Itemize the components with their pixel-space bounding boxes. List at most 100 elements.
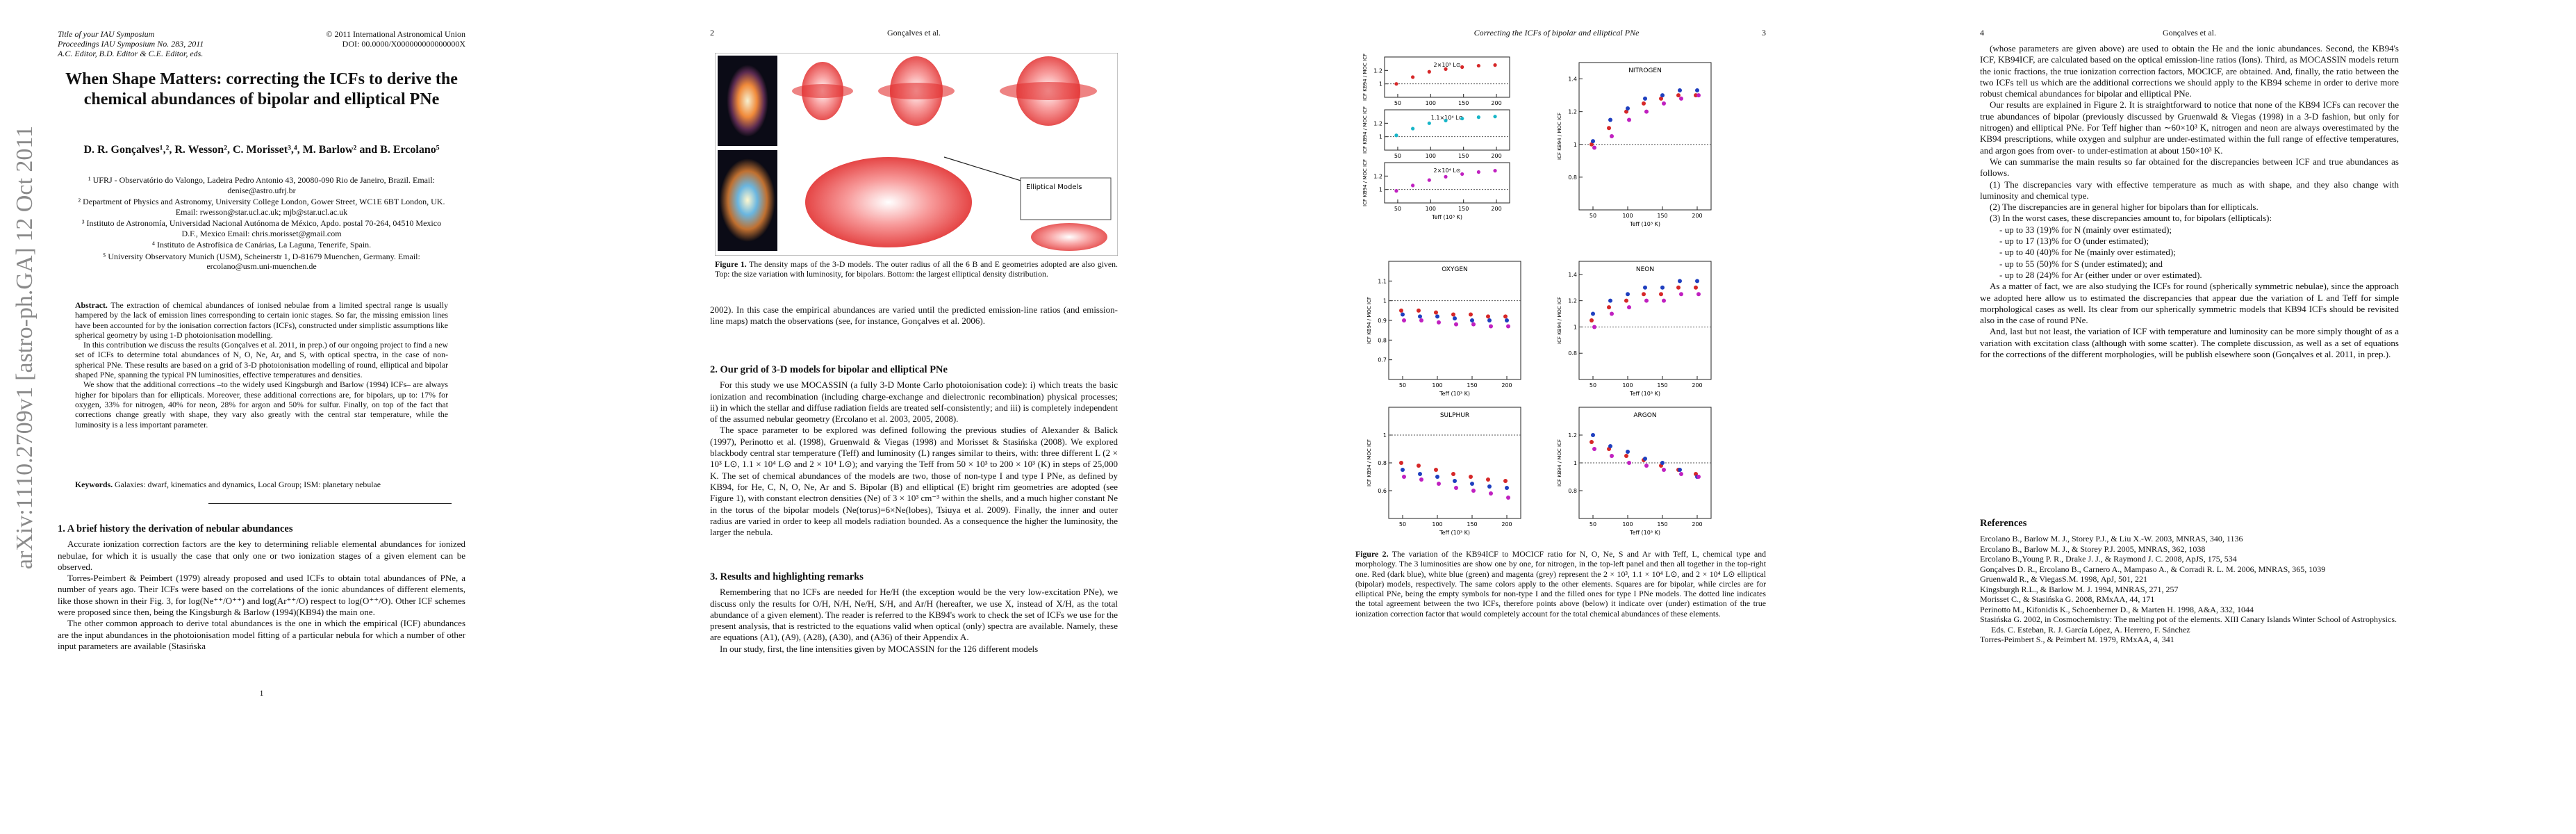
keywords-label: Keywords. <box>75 480 113 489</box>
data-point <box>1678 88 1682 93</box>
panel-label: 2×10³ L⊙ <box>1434 62 1461 68</box>
data-point <box>1418 314 1422 319</box>
data-point <box>1624 454 1628 458</box>
panel-frame <box>1578 62 1712 211</box>
panel-label: SULPHUR <box>1440 412 1469 419</box>
data-point <box>1487 318 1492 322</box>
data-point <box>1695 88 1699 93</box>
reference: Ercolano B., Barlow M. J., & Storey P.J.… <box>1980 543 2206 554</box>
panel-label: 2×10⁴ L⊙ <box>1434 167 1461 174</box>
rule <box>208 503 452 504</box>
data-point <box>1627 461 1631 465</box>
data-point <box>1644 464 1649 468</box>
reference: Gruenwald R., & ViegasS.M. 1998, ApJ, 50… <box>1980 574 2148 584</box>
data-point <box>1590 440 1594 444</box>
density-map <box>792 84 853 98</box>
data-point <box>1460 65 1464 70</box>
data-point <box>1626 450 1630 454</box>
data-point <box>1453 316 1457 321</box>
affiliation: ² Department of Physics and Astronomy, U… <box>78 197 445 217</box>
y-tick-label: 0.8 <box>1378 460 1387 466</box>
data-point <box>1444 118 1448 123</box>
abstract-text: We show that the additional corrections … <box>75 379 448 430</box>
data-point <box>1644 109 1649 114</box>
data-point <box>1624 109 1628 114</box>
data-point <box>1660 461 1665 465</box>
x-tick-label: 150 <box>1657 382 1667 389</box>
data-point <box>1642 292 1646 297</box>
abstract-paragraph: Abstract. The extraction of chemical abu… <box>75 300 448 340</box>
y-axis-label: ICF KB94 / MOC ICF <box>1362 106 1368 154</box>
data-point <box>1487 484 1492 489</box>
x-tick-label: 50 <box>1394 206 1401 212</box>
continuation: 2002). In this case the empirical abunda… <box>710 304 1118 327</box>
data-point <box>1411 126 1415 131</box>
data-point <box>1590 318 1594 322</box>
y-tick-label: 0.8 <box>1378 337 1387 343</box>
data-point <box>1476 115 1480 120</box>
x-tick-label: 100 <box>1426 206 1436 212</box>
y-tick-label: 1.2 <box>1568 109 1577 115</box>
x-tick-label: 200 <box>1491 206 1501 212</box>
data-point <box>1506 324 1510 329</box>
y-tick-label: 1 <box>1383 432 1387 439</box>
data-point <box>1434 468 1438 472</box>
data-point <box>1610 454 1614 458</box>
data-point <box>1401 312 1405 317</box>
x-tick-label: 100 <box>1622 521 1633 528</box>
data-point <box>1503 479 1508 483</box>
data-point <box>1402 318 1406 322</box>
running-head: Correcting the ICFs of bipolar and ellip… <box>1473 28 1640 38</box>
caption-text: The density maps of the 3-D models. The … <box>715 259 1118 279</box>
data-point <box>1394 133 1398 138</box>
section-3: 3. Results and highlighting remarks Remem… <box>710 571 1118 655</box>
x-axis-label: Teff (10³ K) <box>1629 530 1660 536</box>
x-tick-label: 50 <box>1394 100 1401 106</box>
data-point <box>1469 475 1473 479</box>
y-tick-label: 1.1 <box>1378 278 1387 284</box>
data-point <box>1626 106 1630 111</box>
abstract-text: The extraction of chemical abundances of… <box>75 300 448 340</box>
data-point <box>1624 298 1628 303</box>
y-tick-label: 1.2 <box>1373 120 1382 126</box>
panel-label: NEON <box>1636 266 1654 273</box>
figure-1: Elliptical Models <box>715 53 1118 256</box>
panel-frame <box>1384 162 1510 204</box>
data-point <box>1660 285 1665 290</box>
section-heading: 3. Results and highlighting remarks <box>710 571 864 582</box>
data-point <box>1437 482 1441 486</box>
y-tick-label: 1 <box>1574 460 1577 466</box>
y-tick-label: 0.8 <box>1568 350 1577 357</box>
y-tick-label: 0.8 <box>1568 174 1577 181</box>
page-3: Correcting the ICFs of bipolar and ellip… <box>1288 0 1932 834</box>
data-point <box>1427 121 1431 125</box>
data-point <box>1451 312 1455 317</box>
abstract-text: In this contribution we discuss the resu… <box>75 340 448 380</box>
data-point <box>1676 285 1681 290</box>
panel-frame <box>1578 261 1712 380</box>
x-tick-label: 150 <box>1458 153 1469 159</box>
nebula-image <box>720 158 775 242</box>
x-tick-label: 200 <box>1491 100 1501 106</box>
y-tick-label: 1.2 <box>1568 298 1577 304</box>
paragraph: Torres-Peimbert & Peimbert (1979) alread… <box>58 573 465 618</box>
x-tick-label: 150 <box>1458 100 1469 106</box>
paper-title: When Shape Matters: correcting the ICFs … <box>65 70 458 108</box>
y-tick-label: 1.2 <box>1568 432 1577 439</box>
data-point <box>1451 472 1455 476</box>
data-point <box>1679 96 1683 101</box>
references: References Ercolano B., Barlow M. J., Sto… <box>1980 518 2399 645</box>
data-point <box>1399 308 1403 313</box>
data-point <box>1627 305 1631 310</box>
reference: Ercolano B.,Young P. R., Drake J. J., & … <box>1980 554 2237 564</box>
reference: Morisset C., & Stasińska G. 2008, RMxAA,… <box>1980 594 2155 604</box>
abstract: Abstract. The extraction of chemical abu… <box>75 300 448 430</box>
data-point <box>1592 447 1596 451</box>
x-tick-label: 200 <box>1501 382 1512 389</box>
data-point <box>1434 310 1438 315</box>
paragraph: The other common approach to derive tota… <box>58 618 465 651</box>
data-point <box>1470 482 1474 486</box>
running-head: Gonçalves et al. <box>887 28 941 38</box>
